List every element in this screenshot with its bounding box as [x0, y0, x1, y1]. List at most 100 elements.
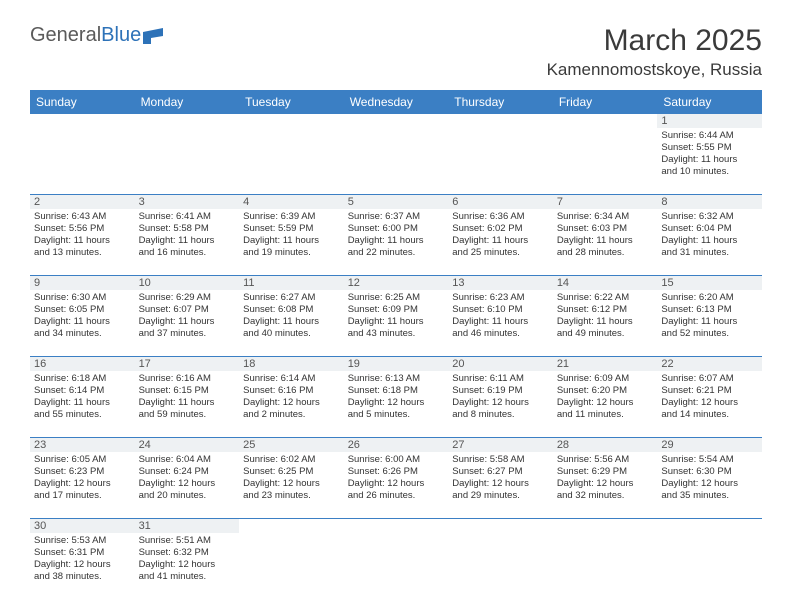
weekday-header: Thursday: [448, 90, 553, 114]
cell-line-dl2: and 19 minutes.: [243, 247, 340, 259]
cell-line-sr: Sunrise: 6:20 AM: [661, 292, 758, 304]
weekday-header: Wednesday: [344, 90, 449, 114]
weekday-header-row: Sunday Monday Tuesday Wednesday Thursday…: [30, 90, 762, 114]
day-number: 4: [239, 195, 344, 209]
calendar-cell: 13Sunrise: 6:23 AMSunset: 6:10 PMDayligh…: [448, 276, 553, 357]
day-number: 22: [657, 357, 762, 371]
cell-line-ss: Sunset: 6:10 PM: [452, 304, 549, 316]
cell-line-sr: Sunrise: 6:41 AM: [139, 211, 236, 223]
cell-line-dl1: Daylight: 11 hours: [243, 235, 340, 247]
cell-line-dl2: and 23 minutes.: [243, 490, 340, 502]
cell-line-ss: Sunset: 6:04 PM: [661, 223, 758, 235]
cell-line-sr: Sunrise: 6:02 AM: [243, 454, 340, 466]
calendar-cell: 27 Sunrise: 5:58 AMSunset: 6:27 PMDayligh…: [448, 438, 553, 519]
cell-line-dl2: and 26 minutes.: [348, 490, 445, 502]
cell-line-dl1: Daylight: 12 hours: [452, 478, 549, 490]
cell-line-dl1: Daylight: 12 hours: [139, 559, 236, 571]
cell-line-dl2: and 37 minutes.: [139, 328, 236, 340]
cell-line-ss: Sunset: 6:05 PM: [34, 304, 131, 316]
cell-line-dl2: and 2 minutes.: [243, 409, 340, 421]
cell-line-ss: Sunset: 6:19 PM: [452, 385, 549, 397]
cell-line-sr: Sunrise: 6:11 AM: [452, 373, 549, 385]
cell-line-ss: Sunset: 6:15 PM: [139, 385, 236, 397]
cell-line-dl1: Daylight: 11 hours: [243, 316, 340, 328]
cell-line-dl1: Daylight: 11 hours: [661, 235, 758, 247]
day-number: 10: [135, 276, 240, 290]
cell-line-dl2: and 49 minutes.: [557, 328, 654, 340]
cell-line-dl1: Daylight: 11 hours: [139, 316, 236, 328]
cell-line-dl2: and 20 minutes.: [139, 490, 236, 502]
calendar-cell: 12Sunrise: 6:25 AMSunset: 6:09 PMDayligh…: [344, 276, 449, 357]
cell-line-dl2: and 31 minutes.: [661, 247, 758, 259]
cell-line-dl1: Daylight: 12 hours: [139, 478, 236, 490]
weekday-header: Saturday: [657, 90, 762, 114]
calendar-cell: 9Sunrise: 6:30 AMSunset: 6:05 PMDaylight…: [30, 276, 135, 357]
cell-line-dl2: and 52 minutes.: [661, 328, 758, 340]
cell-line-sr: Sunrise: 5:58 AM: [452, 454, 549, 466]
cell-line-dl2: and 25 minutes.: [452, 247, 549, 259]
cell-line-dl1: Daylight: 11 hours: [34, 397, 131, 409]
day-number: 27: [448, 438, 553, 452]
cell-line-sr: Sunrise: 5:51 AM: [139, 535, 236, 547]
day-number: 14: [553, 276, 658, 290]
cell-line-sr: Sunrise: 6:05 AM: [34, 454, 131, 466]
cell-line-dl2: and 43 minutes.: [348, 328, 445, 340]
cell-line-ss: Sunset: 6:27 PM: [452, 466, 549, 478]
cell-line-ss: Sunset: 6:00 PM: [348, 223, 445, 235]
cell-line-dl2: and 10 minutes.: [661, 166, 758, 178]
calendar-row: 30Sunrise: 5:53 AMSunset: 6:31 PMDayligh…: [30, 519, 762, 600]
calendar-cell: [135, 114, 240, 195]
cell-line-dl1: Daylight: 11 hours: [34, 316, 131, 328]
cell-line-dl1: Daylight: 12 hours: [243, 397, 340, 409]
day-number: 8: [657, 195, 762, 209]
cell-line-sr: Sunrise: 6:07 AM: [661, 373, 758, 385]
cell-line-dl1: Daylight: 11 hours: [452, 235, 549, 247]
cell-line-sr: Sunrise: 6:16 AM: [139, 373, 236, 385]
day-number: 13: [448, 276, 553, 290]
cell-line-ss: Sunset: 6:09 PM: [348, 304, 445, 316]
cell-line-dl2: and 17 minutes.: [34, 490, 131, 502]
month-title: March 2025: [547, 24, 762, 58]
day-number: 12: [344, 276, 449, 290]
day-number: 28: [553, 438, 658, 452]
page: GeneralBlue March 2025 Kamennomostskoye,…: [0, 0, 792, 609]
cell-line-dl2: and 46 minutes.: [452, 328, 549, 340]
cell-line-sr: Sunrise: 6:27 AM: [243, 292, 340, 304]
cell-line-dl1: Daylight: 12 hours: [452, 397, 549, 409]
cell-line-dl1: Daylight: 12 hours: [348, 478, 445, 490]
cell-line-dl1: Daylight: 12 hours: [557, 478, 654, 490]
day-number: 29: [657, 438, 762, 452]
cell-line-ss: Sunset: 5:56 PM: [34, 223, 131, 235]
day-number: 9: [30, 276, 135, 290]
header: GeneralBlue March 2025 Kamennomostskoye,…: [30, 24, 762, 80]
cell-line-dl1: Daylight: 12 hours: [243, 478, 340, 490]
cell-line-ss: Sunset: 6:25 PM: [243, 466, 340, 478]
calendar-cell: 30Sunrise: 5:53 AMSunset: 6:31 PMDayligh…: [30, 519, 135, 600]
cell-line-ss: Sunset: 6:24 PM: [139, 466, 236, 478]
day-number: 3: [135, 195, 240, 209]
cell-line-sr: Sunrise: 6:09 AM: [557, 373, 654, 385]
calendar-cell: 11Sunrise: 6:27 AMSunset: 6:08 PMDayligh…: [239, 276, 344, 357]
calendar-row: 16Sunrise: 6:18 AMSunset: 6:14 PMDayligh…: [30, 357, 762, 438]
cell-line-dl1: Daylight: 12 hours: [34, 478, 131, 490]
calendar-cell: [448, 519, 553, 600]
cell-line-sr: Sunrise: 5:54 AM: [661, 454, 758, 466]
calendar-cell: [30, 114, 135, 195]
cell-line-dl2: and 13 minutes.: [34, 247, 131, 259]
logo-text-1: General: [30, 24, 101, 47]
calendar-cell: 20Sunrise: 6:11 AMSunset: 6:19 PMDayligh…: [448, 357, 553, 438]
cell-line-dl1: Daylight: 12 hours: [348, 397, 445, 409]
calendar-cell: 3Sunrise: 6:41 AMSunset: 5:58 PMDaylight…: [135, 195, 240, 276]
calendar-cell: 6Sunrise: 6:36 AMSunset: 6:02 PMDaylight…: [448, 195, 553, 276]
calendar-row: 9Sunrise: 6:30 AMSunset: 6:05 PMDaylight…: [30, 276, 762, 357]
calendar-cell: 1Sunrise: 6:44 AMSunset: 5:55 PMDaylight…: [657, 114, 762, 195]
calendar-cell: [239, 114, 344, 195]
cell-line-sr: Sunrise: 6:39 AM: [243, 211, 340, 223]
cell-line-ss: Sunset: 6:12 PM: [557, 304, 654, 316]
cell-line-ss: Sunset: 6:13 PM: [661, 304, 758, 316]
calendar-cell: 5Sunrise: 6:37 AMSunset: 6:00 PMDaylight…: [344, 195, 449, 276]
calendar-cell: 31Sunrise: 5:51 AMSunset: 6:32 PMDayligh…: [135, 519, 240, 600]
day-number: 17: [135, 357, 240, 371]
logo-text-2: Blue: [101, 24, 141, 47]
calendar-row: 2Sunrise: 6:43 AMSunset: 5:56 PMDaylight…: [30, 195, 762, 276]
